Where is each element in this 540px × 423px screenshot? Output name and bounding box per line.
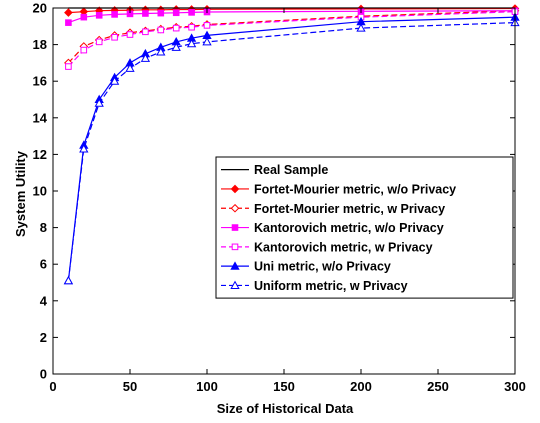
y-tick-label: 8 [40,220,47,235]
x-axis-label: Size of Historical Data [217,401,354,416]
axes: 0 50 100 150 200 250 300 0 2 4 6 8 10 12 14 16 18 20 [33,1,526,395]
legend-entry-2: Fortet-Mourier metric, w/o Privacy [221,182,456,196]
legend-label: Uni metric, w/o Privacy [254,260,391,274]
data-point [171,42,181,51]
legend-label: Fortet-Mourier metric, w/o Privacy [254,182,456,196]
data-point [65,63,72,70]
y-tick-label: 4 [40,293,48,308]
x-tick-label: 150 [273,379,295,394]
x-tick-label: 0 [49,379,56,394]
series-line [67,22,516,281]
y-tick-label: 2 [40,330,47,345]
data-point [142,10,149,17]
data-point [156,47,166,56]
legend-entry-7: Uniform metric, w Privacy [221,279,408,293]
y-tick-label: 6 [40,257,47,272]
y-axis-label: System Utility [13,150,28,237]
data-point [65,19,72,26]
y-tick-label: 18 [33,37,47,52]
data-point [188,9,195,16]
series-line [67,16,516,281]
data-point [63,275,74,285]
x-tick-label: 250 [427,379,449,394]
legend-label: Fortet-Mourier metric, w Privacy [254,202,445,216]
data-point [356,23,366,32]
data-point [95,38,103,46]
data-point [172,9,180,17]
legend-entry-3: Fortet-Mourier metric, w Privacy [221,202,445,216]
legend-entry-5: Kantorovich metric, w Privacy [221,240,433,254]
legend-label: Kantorovich metric, w/o Privacy [254,221,444,235]
data-point [231,243,239,251]
legend: Real Sample Fortet-Mourier metric, w/o Pr… [215,156,514,299]
data-point [64,8,73,17]
legend-label: Real Sample [254,163,328,177]
data-point [142,28,149,36]
data-point [231,224,239,231]
x-tick-label: 100 [196,379,218,394]
y-tick-label: 14 [33,110,48,125]
data-point [94,98,104,107]
x-tick-label: 300 [504,379,526,394]
y-tick-label: 16 [33,74,47,89]
x-tick-label: 50 [123,379,137,394]
data-point [230,261,240,270]
legend-entry-6: Uni metric, w/o Privacy [221,260,391,274]
legend-label: Kantorovich metric, w Privacy [254,240,433,254]
legend-entry-1: Real Sample [221,163,328,177]
data-point [126,31,134,38]
series-7 [63,17,520,285]
y-tick-label: 20 [33,1,47,16]
data-point [202,37,212,46]
data-point [230,184,240,194]
data-point [111,33,118,41]
series-layer [63,4,520,285]
data-point [230,280,240,289]
data-point [188,23,195,31]
data-point [157,26,165,34]
data-point [80,46,88,54]
legend-entry-4: Kantorovich metric, w/o Privacy [221,221,444,235]
data-point [111,11,118,18]
data-point [230,203,240,213]
y-tick-label: 0 [40,367,47,382]
legend-box [215,156,514,299]
data-point [157,9,165,17]
data-point [80,13,88,21]
data-point [125,63,135,72]
x-tick-label: 200 [350,379,372,394]
data-point [109,76,120,85]
data-point [140,53,151,62]
data-point [186,38,197,48]
y-tick-label: 10 [33,184,47,199]
data-point [79,144,89,153]
data-point [172,24,180,32]
data-point [203,22,211,29]
y-tick-label: 12 [33,147,47,162]
data-point [95,12,103,19]
legend-label: Uniform metric, w Privacy [254,279,408,293]
